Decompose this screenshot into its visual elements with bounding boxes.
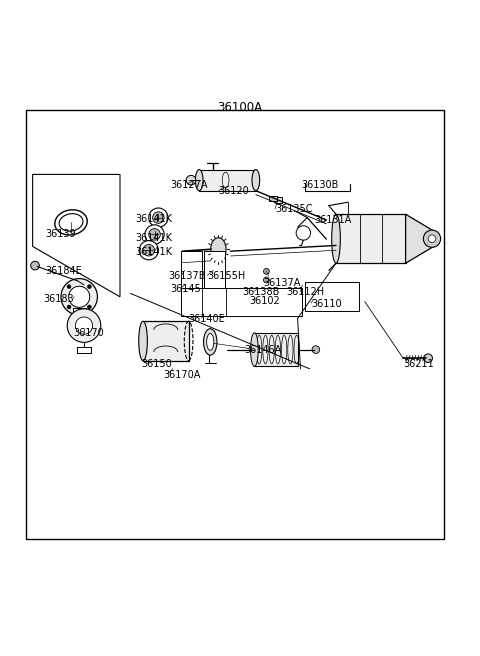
Circle shape: [264, 277, 269, 283]
Circle shape: [75, 317, 93, 335]
Circle shape: [153, 212, 164, 223]
Bar: [204, 251, 225, 311]
Circle shape: [87, 305, 91, 309]
Bar: [181, 288, 302, 316]
Text: 36131A: 36131A: [314, 215, 352, 225]
Circle shape: [67, 305, 71, 309]
Text: 36141K: 36141K: [135, 214, 172, 224]
Ellipse shape: [195, 170, 203, 191]
Ellipse shape: [207, 333, 214, 350]
Text: 36141K: 36141K: [135, 247, 172, 257]
Polygon shape: [406, 215, 434, 263]
Circle shape: [139, 241, 158, 260]
Circle shape: [428, 235, 436, 243]
Ellipse shape: [251, 333, 258, 367]
Text: 36211: 36211: [403, 359, 434, 369]
Text: 36127A: 36127A: [170, 180, 208, 190]
Text: 36145: 36145: [170, 283, 201, 294]
Circle shape: [149, 229, 160, 240]
Text: 36135C: 36135C: [275, 204, 312, 214]
Circle shape: [264, 268, 269, 274]
Bar: [269, 196, 277, 201]
Circle shape: [424, 354, 432, 363]
Circle shape: [67, 309, 101, 342]
Bar: [254, 333, 298, 367]
Ellipse shape: [139, 321, 147, 361]
Ellipse shape: [55, 210, 87, 235]
Text: 36110: 36110: [311, 300, 342, 310]
Bar: [253, 288, 300, 308]
Circle shape: [143, 245, 155, 256]
Ellipse shape: [59, 214, 83, 231]
Text: 36184E: 36184E: [46, 266, 83, 276]
Text: 36146A: 36146A: [244, 344, 281, 355]
Circle shape: [312, 346, 320, 354]
Bar: [143, 321, 189, 361]
Ellipse shape: [252, 170, 260, 191]
Text: 36112H: 36112H: [286, 287, 324, 297]
Text: 36155H: 36155H: [207, 271, 246, 281]
Text: 36130B: 36130B: [301, 180, 339, 190]
Bar: [199, 170, 256, 191]
Circle shape: [145, 225, 164, 244]
Circle shape: [87, 285, 91, 289]
Text: 36170A: 36170A: [163, 369, 201, 380]
Circle shape: [69, 286, 90, 308]
Circle shape: [67, 285, 71, 289]
Bar: [181, 251, 202, 311]
Bar: [336, 215, 406, 263]
Text: 36138B: 36138B: [242, 287, 280, 297]
Text: 36137B: 36137B: [168, 271, 205, 281]
Text: 36139: 36139: [46, 230, 76, 239]
Ellipse shape: [211, 237, 226, 261]
Circle shape: [296, 226, 311, 240]
Text: 36120: 36120: [218, 186, 249, 196]
Bar: [26, 110, 444, 539]
Circle shape: [186, 175, 196, 185]
Text: 36100A: 36100A: [217, 101, 263, 113]
Circle shape: [61, 279, 97, 315]
Circle shape: [423, 230, 441, 247]
Ellipse shape: [332, 215, 340, 263]
Bar: [73, 308, 86, 322]
Ellipse shape: [204, 329, 217, 355]
Text: 36141K: 36141K: [135, 233, 172, 243]
Text: 36183: 36183: [43, 294, 74, 304]
Text: 36102: 36102: [250, 296, 280, 306]
Circle shape: [31, 261, 39, 270]
Text: 36137A: 36137A: [263, 278, 300, 288]
Text: 36140E: 36140E: [188, 314, 225, 324]
Bar: [275, 197, 282, 203]
Text: 36150: 36150: [142, 359, 172, 369]
Circle shape: [149, 208, 168, 227]
Bar: [305, 282, 359, 311]
Text: 36170: 36170: [73, 328, 104, 338]
